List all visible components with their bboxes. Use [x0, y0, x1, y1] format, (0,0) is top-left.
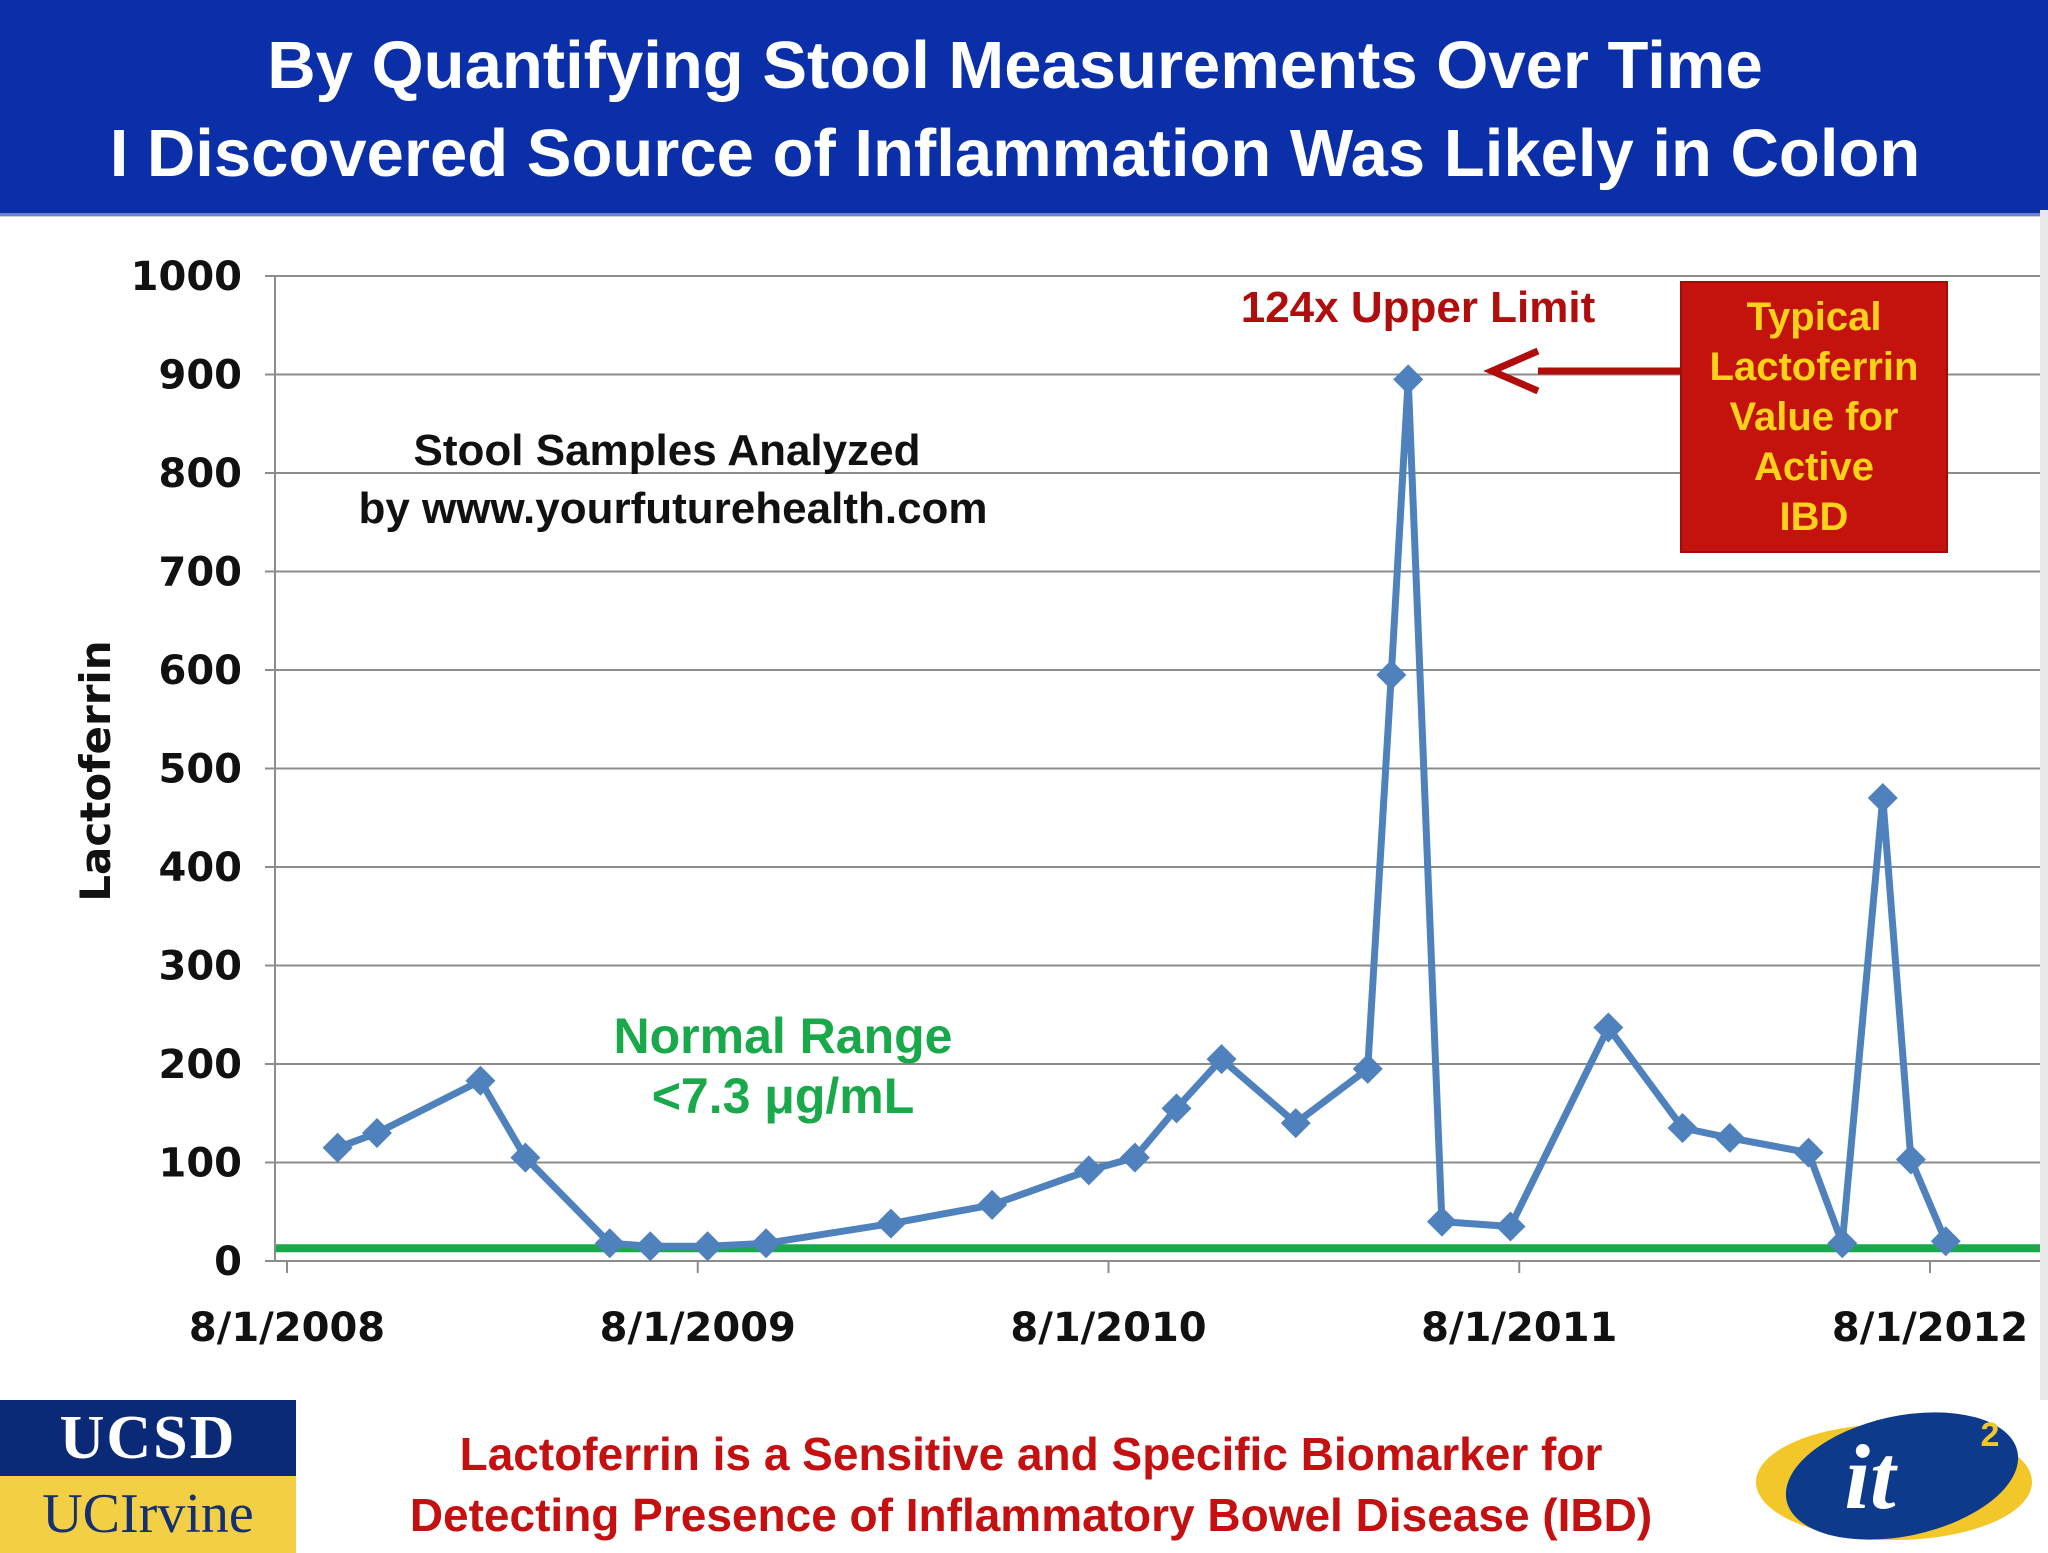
data-point-marker	[692, 1231, 723, 1262]
slide-right-edge	[2040, 210, 2048, 1403]
chart-axes: Lactoferrin 0 100 200 300 400 500 600 700 800 900…	[71, 254, 2040, 1351]
data-point-marker	[1352, 1053, 1383, 1084]
data-point-marker	[1426, 1206, 1457, 1237]
data-point-marker	[322, 1132, 353, 1163]
y-tick-label: 600	[159, 648, 243, 694]
callout-line: Value for	[1729, 395, 1899, 439]
it2-logo-text: it	[1844, 1426, 1898, 1528]
normal-range-label-1: Normal Range	[614, 1008, 953, 1064]
source-note-line-1: Stool Samples Analyzed	[414, 426, 921, 475]
data-point-marker	[1895, 1144, 1926, 1175]
data-point-marker	[1930, 1226, 1961, 1257]
x-tick-label: 8/1/2010	[1010, 1305, 1206, 1351]
data-point-marker	[594, 1228, 625, 1259]
y-tick-label: 500	[159, 747, 243, 793]
y-tick-label: 400	[159, 845, 243, 891]
data-point-marker	[1206, 1044, 1237, 1075]
y-tick-label: 300	[159, 944, 243, 990]
data-point-marker	[1793, 1137, 1824, 1168]
data-point-marker	[1119, 1142, 1150, 1173]
callout-line: Lactoferrin	[1709, 345, 1919, 389]
y-tick-label: 200	[159, 1042, 243, 1088]
data-point-marker	[1073, 1155, 1104, 1186]
callout-line: Active	[1753, 445, 1875, 489]
data-point-marker	[1393, 364, 1424, 395]
footer-caption-line-1: Lactoferrin is a Sensitive and Specific …	[459, 1428, 1603, 1480]
data-point-marker	[875, 1208, 906, 1239]
slide-title-line-1: By Quantifying Stool Measurements Over T…	[267, 28, 1763, 103]
y-tick-label: 700	[159, 550, 243, 596]
callout-line: Typical	[1746, 295, 1882, 339]
it2-logo: it 2	[1756, 1412, 2032, 1540]
y-tick-label: 900	[159, 353, 243, 399]
callout-arrow-head-icon	[1483, 347, 1540, 395]
lactoferrin-chart: Lactoferrin 0 100 200 300 400 500 600 700 800 900…	[71, 254, 2040, 1351]
data-point-marker	[361, 1117, 392, 1148]
lactoferrin-series	[322, 364, 1961, 1262]
data-point-marker	[1376, 659, 1407, 690]
y-tick-label: 0	[214, 1239, 242, 1285]
data-point-marker	[1593, 1012, 1624, 1043]
peak-label: 124x Upper Limit	[1241, 283, 1596, 332]
source-note-line-2: by www.yourfuturehealth.com	[358, 484, 987, 533]
y-axis-title: Lactoferrin	[71, 640, 120, 901]
uc-irvine-logo: UCIrvine	[0, 1476, 296, 1553]
data-point-marker	[1867, 783, 1898, 814]
y-tick-label: 100	[159, 1141, 243, 1187]
footer-caption-line-2: Detecting Presence of Inflammatory Bowel…	[409, 1489, 1653, 1541]
data-point-marker	[635, 1231, 666, 1262]
x-tick-label: 8/1/2012	[1832, 1305, 2028, 1351]
data-point-marker	[1161, 1093, 1192, 1124]
chart-gridlines	[275, 275, 2040, 1164]
ucsd-logo: UCSD	[0, 1400, 296, 1476]
data-point-marker	[751, 1228, 782, 1259]
data-point-marker	[1495, 1211, 1526, 1242]
it2-logo-superscript: 2	[1981, 1416, 2000, 1454]
it2-logo-oval-icon	[1785, 1412, 2019, 1540]
data-point-marker	[1667, 1113, 1698, 1144]
data-point-marker	[1714, 1122, 1745, 1153]
y-tick-label: 800	[159, 451, 243, 497]
normal-range-label-2: <7.3 μg/mL	[652, 1068, 915, 1124]
x-tick-label: 8/1/2009	[600, 1305, 796, 1351]
data-point-marker	[1280, 1108, 1311, 1139]
slide-footer: UCSD UCIrvine Lactoferrin is a Sensitive…	[0, 1400, 2048, 1553]
data-point-marker	[1827, 1228, 1858, 1259]
series-line	[336, 375, 1949, 1250]
x-tick-label: 8/1/2008	[189, 1305, 385, 1351]
chart-area	[0, 216, 2040, 1401]
callout-line: IBD	[1779, 495, 1849, 539]
ibd-callout-box: Typical Lactoferrin Value for Active IBD	[1680, 281, 1948, 553]
data-point-marker	[510, 1142, 541, 1173]
x-tick-label: 8/1/2011	[1421, 1305, 1617, 1351]
title-bar: By Quantifying Stool Measurements Over T…	[0, 0, 2048, 216]
data-point-marker	[977, 1189, 1008, 1220]
slide-title-line-2: I Discovered Source of Inflammation Was …	[109, 116, 1921, 191]
y-tick-label: 1000	[131, 254, 242, 300]
data-point-marker	[465, 1065, 496, 1096]
chart-annotations: Stool Samples Analyzed by www.yourfuture…	[358, 283, 1680, 1124]
